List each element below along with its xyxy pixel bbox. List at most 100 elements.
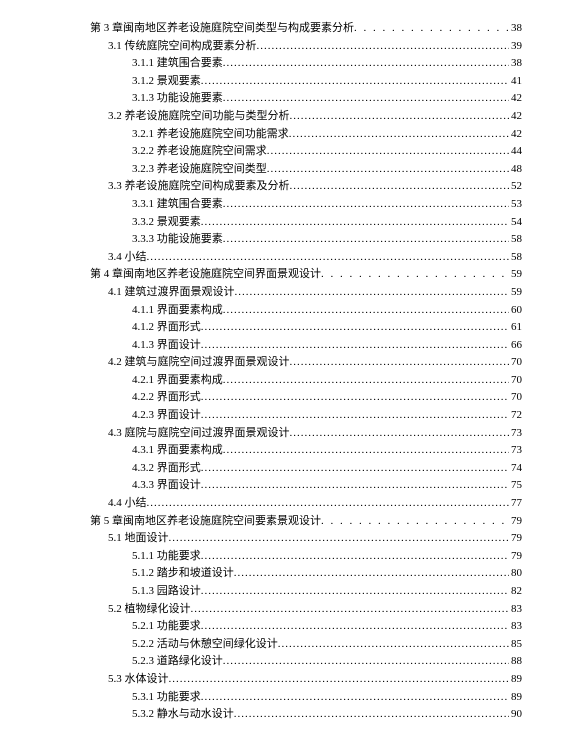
toc-entry-label: 5.1.2 踏步和坡道设计 — [132, 565, 234, 583]
toc-entry-label: 3.1.3 功能设施要素 — [132, 90, 223, 108]
toc-entry-label: 3.1.1 建筑围合要素 — [132, 55, 223, 73]
toc-leader-dots — [289, 126, 509, 144]
toc-entry: 4.2.3 界面设计72 — [90, 407, 522, 425]
toc-entry-page: 88 — [509, 653, 522, 671]
toc-entry: 4.3.3 界面设计 75 — [90, 477, 522, 495]
toc-entry-label: 5.1.1 功能要求 — [132, 548, 201, 566]
toc-entry: 5.2.2 活动与休憩空间绿化设计85 — [90, 636, 522, 654]
toc-entry-label: 3.3.1 建筑围合要素 — [132, 196, 223, 214]
toc-entry-page: 42 — [509, 126, 522, 144]
toc-entry-label: 4.3.2 界面形式 — [132, 460, 201, 478]
toc-entry-label: 5.3 水体设计 — [108, 671, 169, 689]
toc-entry-page: 38 — [509, 55, 522, 73]
toc-entry-page: 83 — [509, 601, 522, 619]
toc-entry-page: 39 — [509, 38, 522, 56]
toc-entry-label: 4.3 庭院与庭院空间过渡界面景观设计 — [108, 425, 290, 443]
toc-entry: 第 5 章闽南地区养老设施庭院空间要素景观设计79 — [90, 513, 522, 531]
toc-entry-label: 4.1.1 界面要素构成 — [132, 302, 223, 320]
toc-entry: 4.2.1 界面要素构成70 — [90, 372, 522, 390]
toc-entry: 3.1.2 景观要素41 — [90, 73, 522, 91]
toc-entry-page: 74 — [509, 460, 522, 478]
toc-entry-page: 58 — [509, 249, 522, 267]
toc-entry-label: 4.3.3 界面设计 — [132, 477, 201, 495]
toc-entry-page: 66 — [509, 337, 522, 355]
toc-entry-label: 第 3 章闽南地区养老设施庭院空间类型与构成要素分析 — [90, 20, 354, 38]
toc-entry: 4.2.2 界面形式70 — [90, 389, 522, 407]
toc-leader-dots — [234, 565, 509, 583]
toc-entry-page: 38 — [509, 20, 522, 38]
toc-entry-label: 3.3 养老设施庭院空间构成要素及分析 — [108, 178, 290, 196]
toc-entry: 3.2.3 养老设施庭院空间类型48 — [90, 161, 522, 179]
toc-entry-label: 4.1.3 界面设计 — [132, 337, 201, 355]
toc-entry: 4.4 小结77 — [90, 495, 522, 513]
toc-entry-label: 4.1 建筑过渡界面景观设计 — [108, 284, 235, 302]
toc-entry: 3.2.1 养老设施庭院空间功能需求 42 — [90, 126, 522, 144]
toc-entry: 5.1.2 踏步和坡道设计80 — [90, 565, 522, 583]
toc-entry-page: 42 — [509, 90, 522, 108]
toc-entry: 5.1.3 园路设计82 — [90, 583, 522, 601]
toc-entry-label: 3.2.2 养老设施庭院空间需求 — [132, 143, 267, 161]
toc-entry-page: 75 — [509, 477, 522, 495]
toc-entry: 3.1.1 建筑围合要素 38 — [90, 55, 522, 73]
toc-entry-label: 5.2 植物绿化设计 — [108, 601, 191, 619]
toc-leader-dots — [223, 372, 509, 390]
toc-entry-page: 77 — [509, 495, 522, 513]
toc-entry-page: 42 — [509, 108, 522, 126]
toc-entry: 5.3.2 静水与动水设计 90 — [90, 706, 522, 724]
toc-leader-dots — [290, 354, 510, 372]
toc-entry-label: 3.1.2 景观要素 — [132, 73, 201, 91]
toc-entry-label: 4.2.3 界面设计 — [132, 407, 201, 425]
toc-leader-dots — [201, 73, 509, 91]
toc-leader-dots — [257, 38, 510, 56]
toc-entry: 3.3.1 建筑围合要素53 — [90, 196, 522, 214]
toc-entry-page: 44 — [509, 143, 522, 161]
toc-leader-dots — [201, 407, 509, 425]
toc-entry-page: 54 — [509, 214, 522, 232]
toc-leader-dots — [147, 249, 510, 267]
toc-entry-page: 58 — [509, 231, 522, 249]
toc-entry-page: 73 — [509, 442, 522, 460]
toc-entry-label: 5.1 地面设计 — [108, 530, 169, 548]
toc-entry: 3.1.3 功能设施要素 42 — [90, 90, 522, 108]
toc-entry: 3.2 养老设施庭院空间功能与类型分析42 — [90, 108, 522, 126]
toc-leader-dots — [201, 548, 509, 566]
toc-entry: 5.3 水体设计89 — [90, 671, 522, 689]
toc-entry-label: 3.4 小结 — [108, 249, 147, 267]
toc-leader-dots — [201, 460, 509, 478]
toc-leader-dots — [321, 266, 509, 284]
toc-leader-dots — [267, 143, 509, 161]
toc-entry: 第 3 章闽南地区养老设施庭院空间类型与构成要素分析 38 — [90, 20, 522, 38]
toc-leader-dots — [201, 689, 509, 707]
toc-entry-label: 3.1 传统庭院空间构成要素分析 — [108, 38, 257, 56]
toc-leader-dots — [235, 284, 510, 302]
toc-entry-page: 79 — [509, 548, 522, 566]
toc-leader-dots — [201, 319, 509, 337]
toc-leader-dots — [169, 671, 510, 689]
toc-entry-label: 5.1.3 园路设计 — [132, 583, 201, 601]
toc-entry-page: 73 — [509, 425, 522, 443]
toc-entry-label: 4.2.1 界面要素构成 — [132, 372, 223, 390]
toc-entry-page: 90 — [509, 706, 522, 724]
toc-entry: 4.1.1 界面要素构成60 — [90, 302, 522, 320]
toc-leader-dots — [278, 636, 509, 654]
toc-entry-page: 59 — [509, 266, 522, 284]
toc-entry: 3.2.2 养老设施庭院空间需求 44 — [90, 143, 522, 161]
toc-entry-label: 3.3.3 功能设施要素 — [132, 231, 223, 249]
toc-entry-label: 3.2.1 养老设施庭院空间功能需求 — [132, 126, 289, 144]
toc-page: 第 3 章闽南地区养老设施庭院空间类型与构成要素分析 38 3.1 传统庭院空间构成… — [0, 0, 582, 744]
toc-leader-dots — [201, 477, 509, 495]
toc-leader-dots — [354, 20, 509, 38]
toc-entry-label: 5.3.1 功能要求 — [132, 689, 201, 707]
toc-entry-page: 61 — [509, 319, 522, 337]
toc-leader-dots — [267, 161, 509, 179]
toc-entry-page: 48 — [509, 161, 522, 179]
toc-leader-dots — [201, 214, 509, 232]
toc-entry-page: 52 — [509, 178, 522, 196]
toc-entry-label: 4.3.1 界面要素构成 — [132, 442, 223, 460]
toc-entry-label: 5.3.2 静水与动水设计 — [132, 706, 234, 724]
toc-entry: 5.2.3 道路绿化设计88 — [90, 653, 522, 671]
toc-leader-dots — [223, 442, 509, 460]
toc-entry-page: 85 — [509, 636, 522, 654]
toc-entry-page: 83 — [509, 618, 522, 636]
toc-entry: 4.3.1 界面要素构成 73 — [90, 442, 522, 460]
